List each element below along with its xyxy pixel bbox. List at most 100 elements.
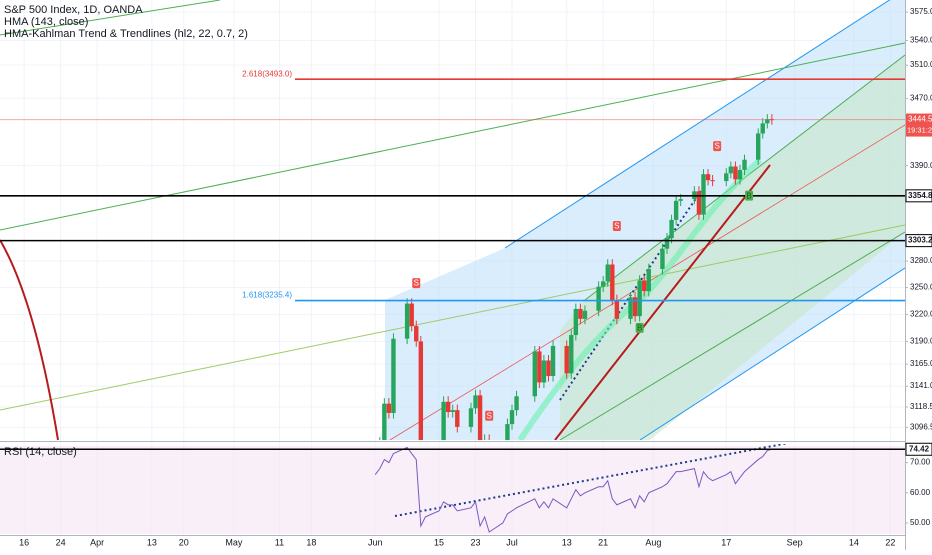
- signal-label: B: [637, 323, 642, 332]
- levels: 2.618(3493.0) 1.618(3235.4) S S S S B B: [0, 69, 905, 421]
- candle-body: [441, 401, 446, 440]
- y-tick-label: 3220.0: [910, 309, 932, 318]
- candle-body: [724, 173, 729, 182]
- signal-label: B: [746, 191, 751, 200]
- signal-label: S: [714, 142, 719, 151]
- candle-body: [733, 166, 738, 180]
- candle-body: [614, 300, 620, 319]
- trendline: [0, 224, 905, 411]
- rsi-title: RSI (14, close): [4, 446, 77, 458]
- last-price-box: [906, 113, 932, 137]
- candle-body: [600, 281, 606, 287]
- candle-body: [705, 174, 711, 181]
- candle-body: [450, 410, 455, 413]
- candle-body: [605, 264, 610, 282]
- y-tick-label: 3118.5: [910, 402, 932, 411]
- signal-label: S: [487, 411, 492, 420]
- candle-body: [664, 238, 670, 249]
- candle-body: [660, 248, 665, 269]
- candle-body: [546, 360, 551, 377]
- indicator-label: HMA (143, close): [4, 16, 88, 28]
- candle-body: [701, 174, 706, 215]
- x-tick-label: 22: [885, 537, 895, 547]
- candle-body: [569, 335, 574, 374]
- rsi-line: [374, 446, 773, 533]
- candle-body: [728, 166, 734, 174]
- candle-body: [550, 345, 556, 377]
- signal-label: S: [614, 222, 619, 231]
- candle-body: [582, 310, 588, 319]
- x-tick-label: Apr: [90, 537, 104, 547]
- candle-body: [710, 180, 715, 182]
- last-price-label: 3444.5: [908, 115, 932, 124]
- signal-box: [485, 410, 494, 421]
- candle-body: [578, 308, 583, 319]
- x-tick-label: Sep: [787, 537, 803, 547]
- rsi: [374, 446, 773, 533]
- signal-box: [745, 190, 754, 201]
- candle-body: [737, 169, 743, 180]
- trendline: [0, 0, 221, 36]
- y-tick-label: 3470.0: [910, 93, 932, 102]
- candle-body: [477, 395, 483, 440]
- rsi-last-label: 74.42: [909, 444, 930, 453]
- x-tick-label: 15: [434, 537, 444, 547]
- candle-body: [382, 403, 387, 440]
- candle-body: [537, 351, 542, 383]
- candles: [379, 114, 775, 440]
- candle-body: [596, 286, 601, 311]
- candle-body: [391, 338, 396, 413]
- x-tick-label: 16: [19, 537, 29, 547]
- candle-body: [532, 351, 537, 397]
- x-tick-label: 17: [721, 537, 731, 547]
- x-tick-label: 21: [598, 537, 608, 547]
- x-tick-label: 13: [147, 537, 157, 547]
- x-tick-label: 23: [471, 537, 481, 547]
- candle-body: [455, 410, 460, 427]
- x-tick-label: 20: [179, 537, 189, 547]
- candle-body: [628, 297, 633, 319]
- y-tick-label: 3510.0: [910, 60, 932, 69]
- price-label-box: [905, 189, 932, 203]
- x-tick-label: Jun: [368, 537, 383, 547]
- candle-body: [404, 303, 410, 339]
- candle-body: [386, 403, 392, 413]
- y-tick-label: 3540.0: [910, 36, 932, 45]
- candle-body: [541, 360, 547, 383]
- signal-box: [635, 322, 644, 333]
- y-tick-label: 50.00: [910, 518, 931, 527]
- chart-title: S&P 500 Index, 1D, OANDA: [4, 4, 143, 16]
- candle-body: [765, 119, 770, 124]
- y-tick-label: 3390.0: [910, 161, 932, 170]
- candle-body: [414, 326, 419, 342]
- channel-line: [559, 231, 905, 440]
- candle-body: [646, 268, 651, 292]
- candle-body: [468, 408, 474, 427]
- hma-line: [554, 164, 771, 440]
- candle-body: [742, 159, 747, 170]
- candle-body: [760, 123, 765, 134]
- candle-body: [473, 395, 478, 409]
- level-label: 1.618(3235.4): [242, 291, 292, 300]
- y-tick-label: 3190.0: [910, 337, 932, 346]
- rsi-band: [0, 446, 905, 534]
- y-tick-label: 3096.5: [910, 422, 932, 431]
- candle-body: [642, 280, 647, 292]
- candle-body: [673, 200, 679, 220]
- candle-body: [573, 308, 579, 336]
- candle-body: [637, 280, 642, 317]
- y-tick-label: 70.00: [910, 458, 931, 467]
- candle-body: [505, 424, 510, 440]
- x-tick-label: May: [225, 537, 243, 547]
- price-label-box: [905, 234, 932, 248]
- x-tick-label: 14: [849, 537, 859, 547]
- channel-line: [504, 0, 891, 249]
- drawings: [0, 0, 905, 440]
- candle-body: [418, 341, 424, 440]
- signal-box: [713, 141, 722, 152]
- channel-line: [639, 267, 905, 440]
- dotted-trendline: [559, 184, 706, 401]
- countdown: 19:31:27: [907, 126, 932, 135]
- candle-body: [509, 410, 515, 425]
- level-label: 2.618(3493.0): [242, 69, 292, 78]
